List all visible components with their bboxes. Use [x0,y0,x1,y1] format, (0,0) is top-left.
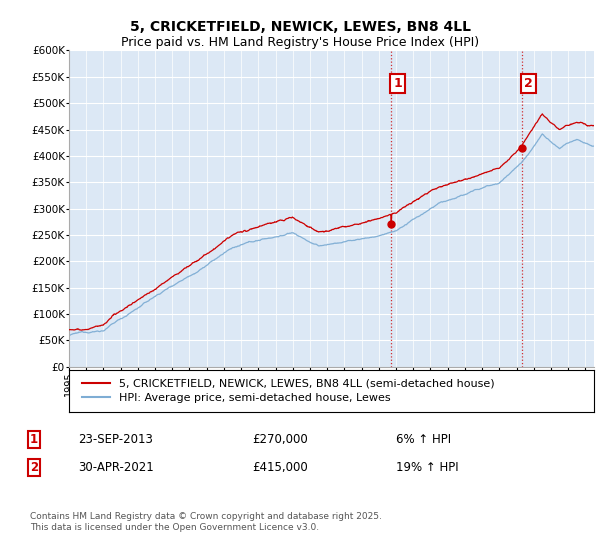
Text: 1: 1 [30,433,38,446]
Text: £415,000: £415,000 [252,461,308,474]
Text: 6% ↑ HPI: 6% ↑ HPI [396,433,451,446]
Text: Contains HM Land Registry data © Crown copyright and database right 2025.
This d: Contains HM Land Registry data © Crown c… [30,512,382,532]
Text: 30-APR-2021: 30-APR-2021 [78,461,154,474]
Legend: 5, CRICKETFIELD, NEWICK, LEWES, BN8 4LL (semi-detached house), HPI: Average pric: 5, CRICKETFIELD, NEWICK, LEWES, BN8 4LL … [80,376,497,405]
Text: 2: 2 [524,77,533,90]
Text: 2: 2 [30,461,38,474]
Text: 1: 1 [393,77,402,90]
Text: Price paid vs. HM Land Registry's House Price Index (HPI): Price paid vs. HM Land Registry's House … [121,36,479,49]
Text: 19% ↑ HPI: 19% ↑ HPI [396,461,458,474]
Text: 5, CRICKETFIELD, NEWICK, LEWES, BN8 4LL: 5, CRICKETFIELD, NEWICK, LEWES, BN8 4LL [130,20,470,34]
Text: 23-SEP-2013: 23-SEP-2013 [78,433,153,446]
Text: £270,000: £270,000 [252,433,308,446]
